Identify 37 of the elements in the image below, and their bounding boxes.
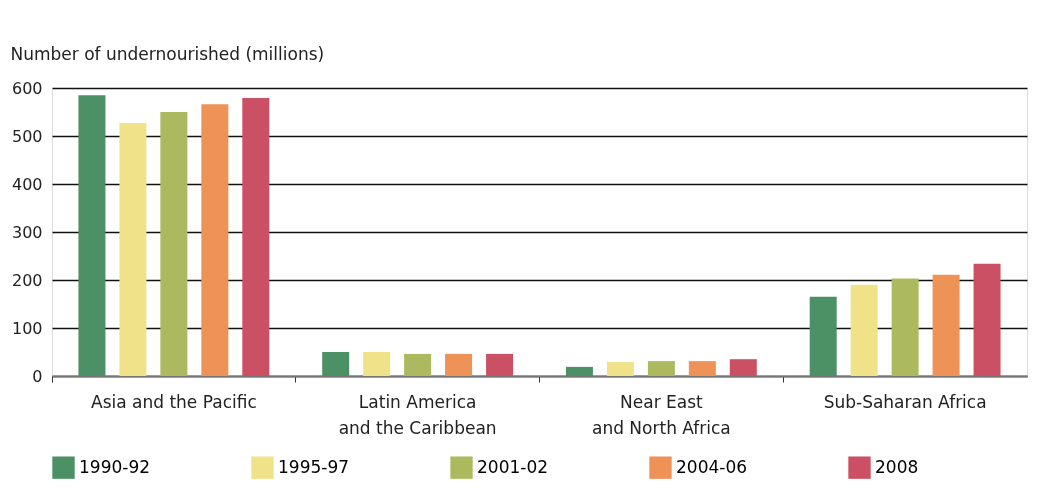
legend-label: 1990-92 <box>79 456 151 477</box>
bar <box>565 366 593 376</box>
x-tick-label: Latin America and the Caribbean <box>338 391 497 438</box>
bar <box>891 278 919 376</box>
bar <box>688 361 716 376</box>
bar <box>78 95 106 376</box>
y-axis-title: Number of undernourished (millions) <box>10 43 325 64</box>
bar <box>242 98 270 376</box>
y-tick-label: 300 <box>11 222 43 242</box>
legend-label: 2008 <box>875 456 919 477</box>
bar <box>809 296 837 376</box>
legend-label: 1995-97 <box>278 456 350 477</box>
bar <box>850 284 878 376</box>
bar <box>201 104 229 376</box>
y-tick-label: 100 <box>11 318 43 338</box>
bar <box>647 361 675 376</box>
bar <box>932 274 960 376</box>
legend-label: 2004-06 <box>676 456 748 477</box>
y-tick-label: 400 <box>11 174 43 194</box>
bar <box>363 352 391 376</box>
bar <box>160 112 188 376</box>
bar <box>445 353 473 376</box>
legend-label: 2001-02 <box>477 456 549 477</box>
y-tick-label: 0 <box>32 366 43 386</box>
bar <box>322 352 350 376</box>
x-tick-label: Sub-Saharan Africa <box>823 391 987 412</box>
y-tick-label: 200 <box>11 270 43 290</box>
bar <box>486 353 514 376</box>
bar <box>606 362 634 376</box>
bar <box>973 263 1001 376</box>
x-tick-label: Asia and the Pacific <box>91 391 257 412</box>
bar <box>404 353 432 376</box>
y-tick-label: 600 <box>11 78 43 98</box>
bar <box>729 359 757 376</box>
x-tick-label: Near East and North Africa <box>591 391 731 438</box>
bar <box>119 123 147 376</box>
y-tick-label: 500 <box>11 126 43 146</box>
